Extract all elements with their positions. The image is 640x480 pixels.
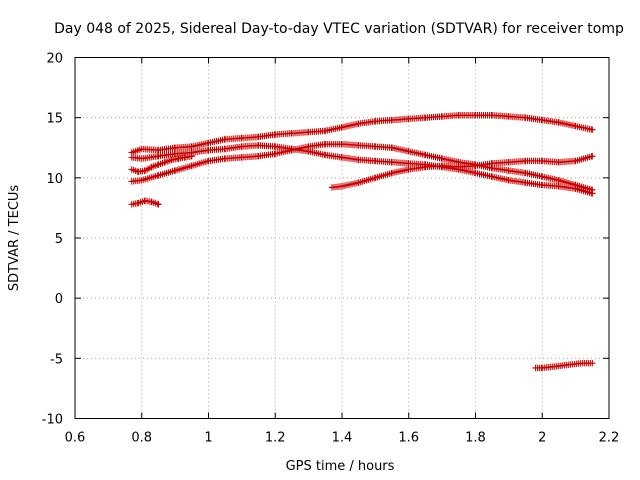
data-point — [188, 152, 196, 160]
x-tick-label: 2.2 — [599, 431, 620, 446]
x-tick-label: 1.8 — [465, 431, 486, 446]
y-tick-label: 15 — [46, 112, 63, 127]
x-tick-label: 1.4 — [332, 431, 353, 446]
x-tick-label: 0.6 — [65, 431, 86, 446]
x-tick-labels: 0.6 0.8 1 1.2 1.4 1.6 1.8 2 2.2 — [65, 431, 620, 446]
data-point — [589, 359, 596, 367]
grid — [75, 57, 609, 419]
y-tick-label: 20 — [46, 52, 63, 67]
y-tick-label: 5 — [55, 232, 63, 247]
x-tick-label: 2 — [538, 431, 546, 446]
series-track-b — [128, 142, 596, 197]
data-point — [589, 152, 596, 160]
data-point — [155, 201, 162, 208]
series-track-f — [328, 152, 596, 191]
y-tick-label: 10 — [46, 172, 63, 187]
y-axis-label: SDTVAR / TECUs — [7, 185, 22, 292]
x-tick-label: 1.6 — [398, 431, 419, 446]
series-track-c — [128, 140, 596, 194]
x-tick-label: 1 — [204, 431, 212, 446]
x-tick-label: 0.8 — [131, 431, 152, 446]
axis-ticks — [74, 57, 610, 419]
series-track-g — [532, 359, 596, 372]
x-axis-label: GPS time / hours — [286, 459, 395, 474]
series-track-a — [128, 112, 596, 156]
data-markers — [128, 112, 596, 372]
x-tick-label: 1.2 — [265, 431, 286, 446]
chart-title: Day 048 of 2025, Sidereal Day-to-day VTE… — [54, 21, 624, 37]
y-tick-label: 0 — [55, 292, 63, 307]
data-point — [589, 126, 596, 133]
y-tick-label: -5 — [50, 352, 63, 367]
data-point — [589, 186, 596, 194]
y-tick-label: -10 — [42, 413, 63, 428]
series-track-d — [128, 152, 196, 176]
series-track-e — [128, 197, 162, 208]
y-tick-labels: -10 -5 0 5 10 15 20 — [42, 52, 63, 428]
